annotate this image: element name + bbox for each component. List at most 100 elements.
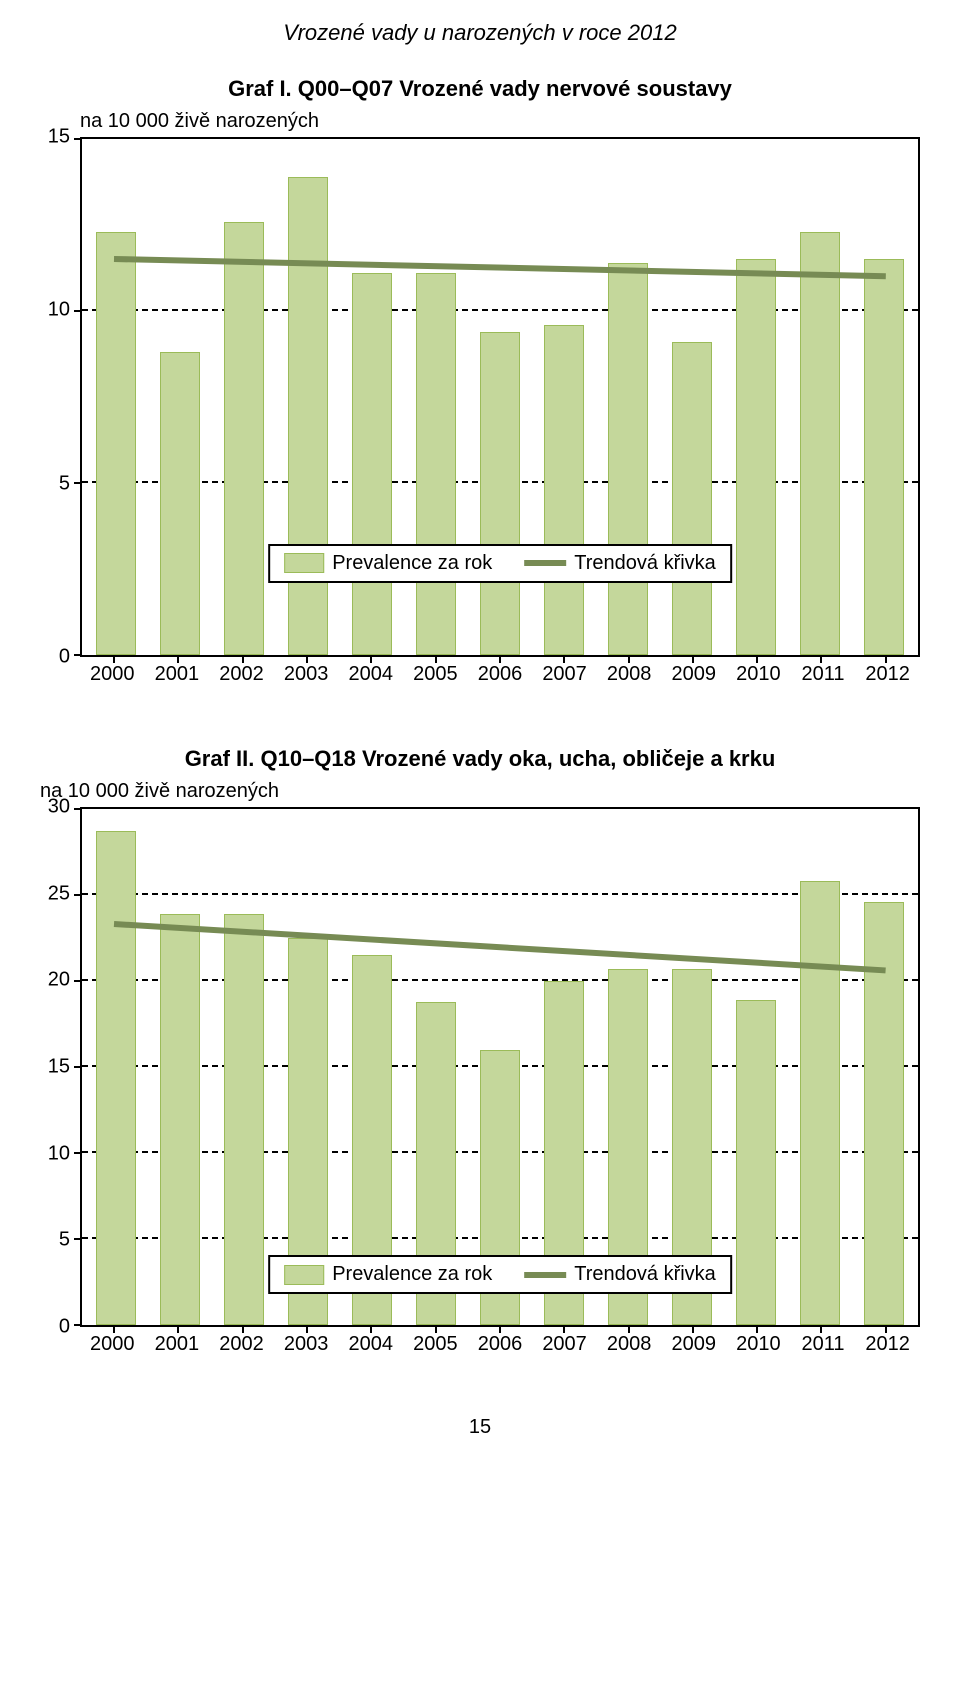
- chart-2-legend: Prevalence za rok Trendová křivka: [268, 1255, 732, 1294]
- x-tick-label: 2011: [791, 1333, 856, 1356]
- x-tick-mark: [885, 655, 887, 663]
- x-tick-label: 2000: [80, 1333, 145, 1356]
- bar: [864, 259, 904, 655]
- chart-2-bars: [82, 809, 918, 1325]
- y-tick-label: 0: [59, 646, 70, 669]
- legend-bar-item: Prevalence za rok: [284, 1263, 492, 1286]
- x-tick-label: 2003: [274, 1333, 339, 1356]
- x-tick-mark: [563, 1325, 565, 1333]
- y-tick-label: 15: [48, 1056, 70, 1079]
- y-tick-mark: [74, 138, 82, 140]
- x-tick-label: 2001: [145, 663, 210, 686]
- chart-2-yticks: 051015202530: [40, 807, 76, 1327]
- legend-bar-item: Prevalence za rok: [284, 552, 492, 575]
- bar: [160, 352, 200, 655]
- x-tick-label: 2012: [855, 663, 920, 686]
- x-tick-mark: [499, 655, 501, 663]
- x-tick-mark: [242, 655, 244, 663]
- chart-2-xaxis: 2000200120022003200420052006200720082009…: [80, 1333, 920, 1356]
- x-tick-label: 2005: [403, 663, 468, 686]
- legend-line-label: Trendová křivka: [574, 552, 716, 575]
- y-tick-mark: [74, 310, 82, 312]
- chart-2-title: Graf II. Q10–Q18 Vrozené vady oka, ucha,…: [40, 746, 920, 772]
- legend-bar-swatch: [284, 553, 324, 573]
- bar: [224, 222, 264, 655]
- y-tick-label: 30: [48, 796, 70, 819]
- x-tick-label: 2007: [532, 1333, 597, 1356]
- x-tick-label: 2005: [403, 1333, 468, 1356]
- bar: [544, 325, 584, 655]
- x-tick-label: 2009: [661, 663, 726, 686]
- x-tick-mark: [177, 655, 179, 663]
- bar: [416, 273, 456, 655]
- bar: [224, 914, 264, 1325]
- x-tick-mark: [306, 1325, 308, 1333]
- chart-1-ysubtitle: na 10 000 živě narozených: [80, 110, 920, 133]
- chart-1-xaxis: 2000200120022003200420052006200720082009…: [80, 663, 920, 686]
- chart-2-frame: 051015202530 Prevalence za rok Trendová …: [80, 807, 920, 1327]
- legend-bar-swatch: [284, 1265, 324, 1285]
- bar: [288, 177, 328, 655]
- x-tick-label: 2006: [468, 1333, 533, 1356]
- bar: [800, 881, 840, 1325]
- legend-line-label: Trendová křivka: [574, 1263, 716, 1286]
- bar: [352, 273, 392, 655]
- x-tick-mark: [435, 1325, 437, 1333]
- x-tick-label: 2002: [209, 663, 274, 686]
- x-tick-label: 2001: [145, 1333, 210, 1356]
- y-tick-mark: [74, 980, 82, 982]
- x-tick-label: 2010: [726, 1333, 791, 1356]
- y-tick-label: 10: [48, 299, 70, 322]
- page-number: 15: [40, 1416, 920, 1439]
- bar: [672, 342, 712, 655]
- x-tick-mark: [628, 655, 630, 663]
- y-tick-label: 25: [48, 882, 70, 905]
- y-tick-label: 5: [59, 472, 70, 495]
- x-tick-label: 2007: [532, 663, 597, 686]
- y-tick-mark: [74, 1152, 82, 1154]
- y-tick-mark: [74, 894, 82, 896]
- legend-bar-label: Prevalence za rok: [332, 552, 492, 575]
- x-tick-mark: [628, 1325, 630, 1333]
- x-tick-label: 2008: [597, 1333, 662, 1356]
- bar: [96, 232, 136, 655]
- bar: [608, 263, 648, 655]
- y-tick-mark: [74, 1066, 82, 1068]
- x-tick-label: 2003: [274, 663, 339, 686]
- x-tick-mark: [756, 1325, 758, 1333]
- x-tick-label: 2004: [338, 663, 403, 686]
- x-tick-mark: [692, 655, 694, 663]
- bar: [736, 259, 776, 655]
- bar: [736, 1000, 776, 1325]
- y-tick-label: 5: [59, 1229, 70, 1252]
- x-tick-mark: [692, 1325, 694, 1333]
- x-tick-mark: [820, 1325, 822, 1333]
- chart-2-xtick-marks: [82, 1325, 918, 1333]
- x-tick-label: 2011: [791, 663, 856, 686]
- x-tick-mark: [499, 1325, 501, 1333]
- x-tick-label: 2004: [338, 1333, 403, 1356]
- x-tick-mark: [435, 655, 437, 663]
- y-tick-label: 0: [59, 1316, 70, 1339]
- x-tick-label: 2008: [597, 663, 662, 686]
- x-tick-mark: [756, 655, 758, 663]
- x-tick-label: 2009: [661, 1333, 726, 1356]
- page-title: Vrozené vady u narozených v roce 2012: [40, 20, 920, 46]
- chart-1-title: Graf I. Q00–Q07 Vrozené vady nervové sou…: [40, 76, 920, 102]
- legend-bar-label: Prevalence za rok: [332, 1263, 492, 1286]
- legend-line-swatch: [524, 1272, 566, 1278]
- x-tick-label: 2000: [80, 663, 145, 686]
- y-tick-label: 15: [48, 126, 70, 149]
- x-tick-mark: [370, 1325, 372, 1333]
- y-tick-label: 20: [48, 969, 70, 992]
- bar: [160, 914, 200, 1325]
- legend-line-swatch: [524, 560, 566, 566]
- x-tick-mark: [820, 655, 822, 663]
- legend-line-item: Trendová křivka: [524, 552, 716, 575]
- page: Vrozené vady u narozených v roce 2012 Gr…: [0, 0, 960, 1459]
- bar: [96, 831, 136, 1325]
- chart-1: Graf I. Q00–Q07 Vrozené vady nervové sou…: [40, 76, 920, 686]
- x-tick-mark: [113, 1325, 115, 1333]
- y-tick-mark: [74, 1238, 82, 1240]
- chart-2: Graf II. Q10–Q18 Vrozené vady oka, ucha,…: [40, 746, 920, 1356]
